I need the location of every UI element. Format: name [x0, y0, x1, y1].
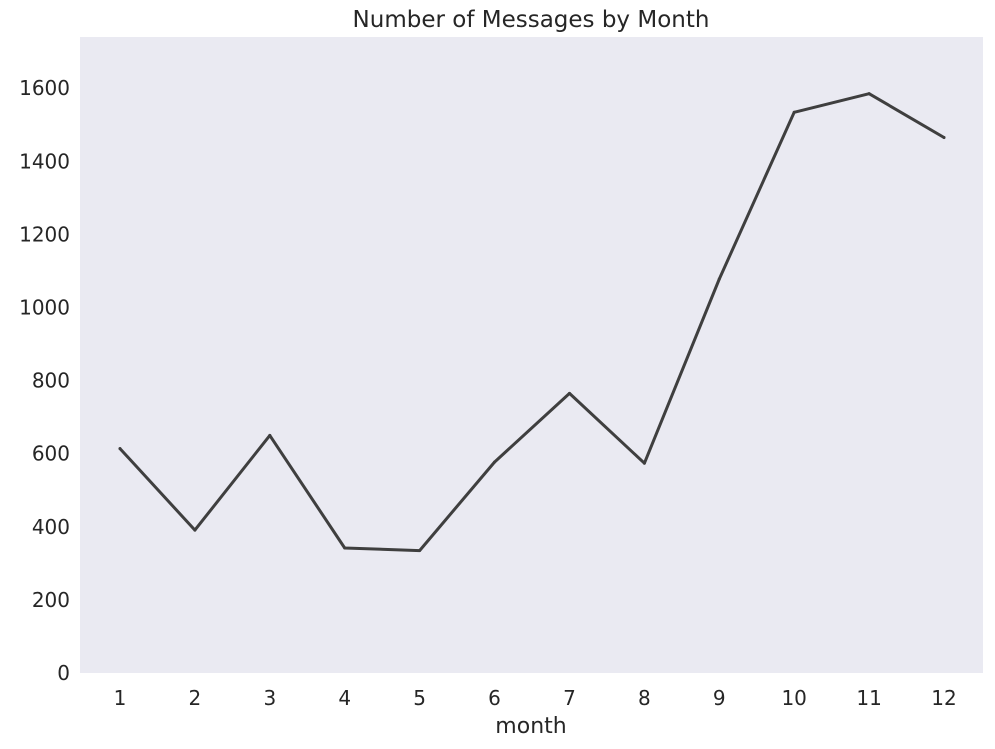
data-point	[567, 391, 571, 395]
x-tick-label: 4	[338, 686, 351, 710]
y-tick-label: 600	[32, 442, 70, 466]
data-point	[343, 546, 347, 550]
y-tick-label: 0	[57, 661, 70, 685]
y-tick-label: 1200	[19, 222, 70, 246]
x-tick-label: 10	[781, 686, 806, 710]
x-axis: 1 2 3 4 5 6 7 8 9 10 11 12	[114, 686, 957, 710]
y-tick-label: 1600	[19, 76, 70, 100]
data-point	[493, 460, 497, 464]
data-point	[268, 433, 272, 437]
series-line	[118, 92, 946, 553]
data-point	[792, 110, 796, 114]
x-tick-label: 1	[114, 686, 127, 710]
data-point	[418, 549, 422, 553]
x-tick-label: 3	[263, 686, 276, 710]
x-tick-label: 5	[413, 686, 426, 710]
data-point	[942, 136, 946, 140]
data-point	[867, 92, 871, 96]
y-tick-label: 200	[32, 588, 70, 612]
x-tick-label: 7	[563, 686, 576, 710]
data-point	[193, 528, 197, 532]
x-tick-label: 6	[488, 686, 501, 710]
plot-area	[80, 37, 983, 673]
data-point	[642, 461, 646, 465]
data-point	[717, 277, 721, 281]
data-point	[118, 447, 122, 451]
y-tick-label: 1000	[19, 295, 70, 319]
y-tick-label: 1400	[19, 149, 70, 173]
x-tick-label: 12	[931, 686, 956, 710]
chart-title: Number of Messages by Month	[353, 7, 710, 33]
y-tick-label: 400	[32, 515, 70, 539]
y-tick-label: 800	[32, 369, 70, 393]
series-layer	[118, 92, 946, 553]
x-tick-label: 2	[189, 686, 202, 710]
x-axis-label: month	[495, 714, 566, 739]
x-tick-label: 11	[856, 686, 881, 710]
x-tick-label: 8	[638, 686, 651, 710]
x-tick-label: 9	[713, 686, 726, 710]
y-axis: 0 200 400 600 800 1000 1200 1400 1600	[19, 76, 70, 685]
